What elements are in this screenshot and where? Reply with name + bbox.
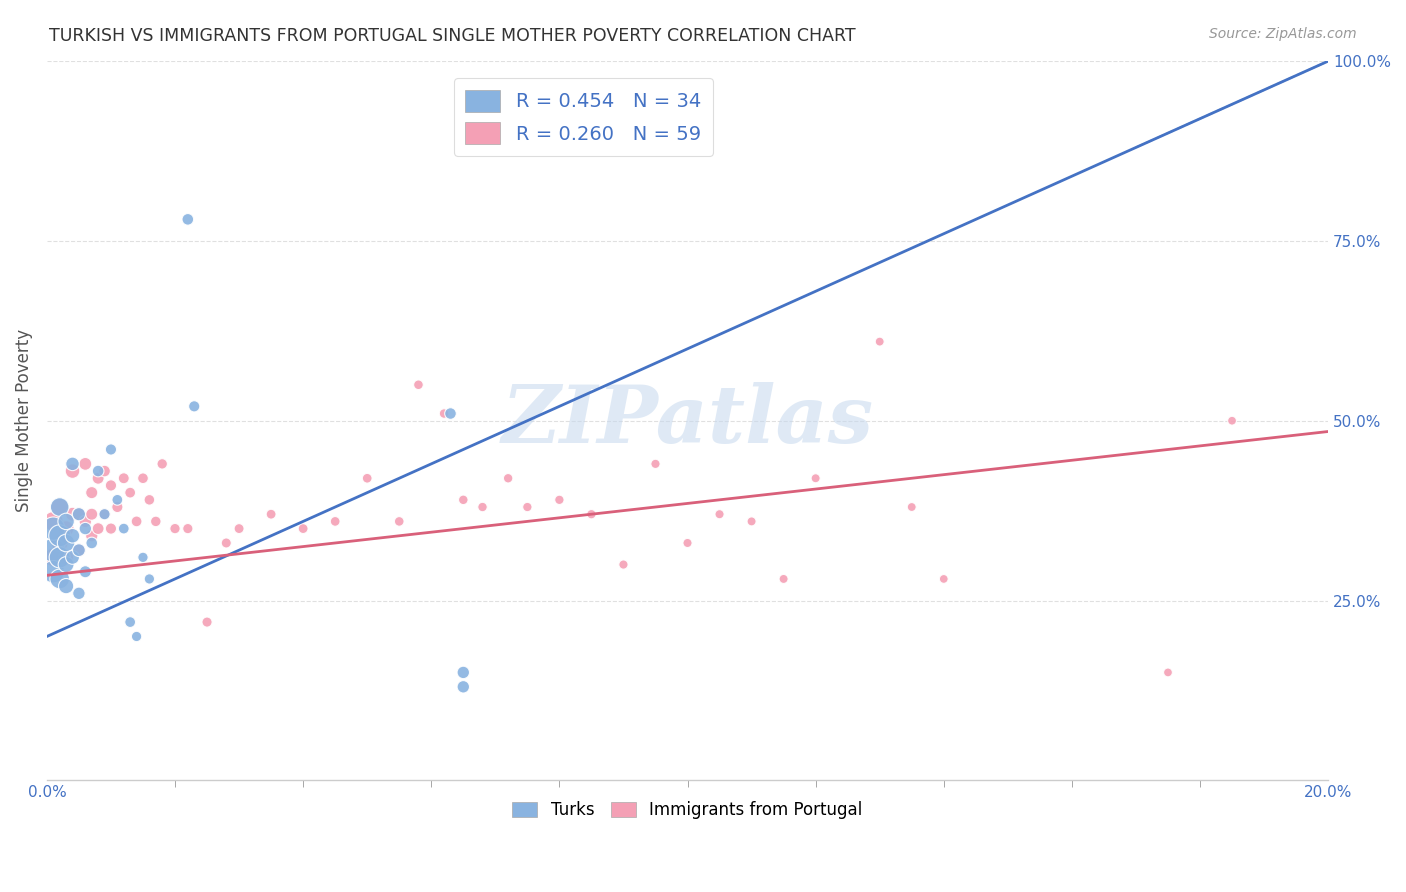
Point bbox=[741, 515, 763, 529]
Point bbox=[87, 522, 110, 536]
Point bbox=[516, 500, 538, 514]
Point bbox=[612, 558, 634, 572]
Point bbox=[100, 442, 122, 457]
Point bbox=[132, 471, 155, 485]
Point bbox=[67, 543, 90, 558]
Point bbox=[105, 492, 128, 507]
Text: Source: ZipAtlas.com: Source: ZipAtlas.com bbox=[1209, 27, 1357, 41]
Point bbox=[48, 500, 70, 514]
Point bbox=[93, 507, 115, 521]
Point bbox=[138, 492, 160, 507]
Point bbox=[215, 536, 238, 550]
Point bbox=[105, 500, 128, 514]
Point bbox=[67, 507, 90, 521]
Point bbox=[388, 515, 411, 529]
Point bbox=[581, 507, 603, 521]
Point bbox=[42, 515, 65, 529]
Text: TURKISH VS IMMIGRANTS FROM PORTUGAL SINGLE MOTHER POVERTY CORRELATION CHART: TURKISH VS IMMIGRANTS FROM PORTUGAL SING… bbox=[49, 27, 856, 45]
Point bbox=[177, 522, 200, 536]
Point bbox=[62, 529, 84, 543]
Point bbox=[55, 536, 77, 550]
Point bbox=[120, 615, 142, 629]
Point bbox=[75, 522, 97, 536]
Point bbox=[932, 572, 955, 586]
Point bbox=[100, 478, 122, 492]
Point bbox=[62, 464, 84, 478]
Point bbox=[48, 536, 70, 550]
Point bbox=[55, 515, 77, 529]
Point bbox=[163, 522, 186, 536]
Point bbox=[80, 529, 103, 543]
Point bbox=[709, 507, 731, 521]
Y-axis label: Single Mother Poverty: Single Mother Poverty bbox=[15, 329, 32, 512]
Point bbox=[177, 212, 200, 227]
Point bbox=[150, 457, 173, 471]
Point bbox=[1157, 665, 1180, 680]
Point bbox=[48, 500, 70, 514]
Point bbox=[55, 579, 77, 593]
Point bbox=[48, 572, 70, 586]
Point bbox=[356, 471, 378, 485]
Legend: Turks, Immigrants from Portugal: Turks, Immigrants from Portugal bbox=[506, 795, 869, 826]
Point bbox=[67, 507, 90, 521]
Point bbox=[42, 543, 65, 558]
Point bbox=[80, 485, 103, 500]
Point bbox=[80, 536, 103, 550]
Point bbox=[42, 550, 65, 565]
Point bbox=[93, 464, 115, 478]
Point bbox=[75, 457, 97, 471]
Point bbox=[183, 400, 205, 414]
Point bbox=[453, 680, 475, 694]
Point bbox=[195, 615, 218, 629]
Point bbox=[67, 543, 90, 558]
Point bbox=[55, 550, 77, 565]
Point bbox=[453, 665, 475, 680]
Point bbox=[804, 471, 827, 485]
Point bbox=[55, 558, 77, 572]
Point bbox=[676, 536, 699, 550]
Point bbox=[112, 522, 135, 536]
Point bbox=[42, 522, 65, 536]
Point bbox=[138, 572, 160, 586]
Point bbox=[75, 565, 97, 579]
Point bbox=[471, 500, 494, 514]
Point bbox=[772, 572, 794, 586]
Point bbox=[67, 586, 90, 600]
Point bbox=[869, 334, 891, 349]
Point bbox=[496, 471, 519, 485]
Point bbox=[62, 507, 84, 521]
Point bbox=[48, 550, 70, 565]
Point bbox=[120, 485, 142, 500]
Point bbox=[132, 550, 155, 565]
Point bbox=[62, 457, 84, 471]
Point bbox=[644, 457, 666, 471]
Point bbox=[125, 515, 148, 529]
Point bbox=[87, 471, 110, 485]
Point bbox=[87, 464, 110, 478]
Point bbox=[1220, 414, 1243, 428]
Point bbox=[48, 529, 70, 543]
Point bbox=[80, 507, 103, 521]
Point bbox=[433, 407, 456, 421]
Point bbox=[292, 522, 315, 536]
Point bbox=[323, 515, 346, 529]
Point bbox=[125, 630, 148, 644]
Point bbox=[900, 500, 922, 514]
Text: ZIPatlas: ZIPatlas bbox=[502, 382, 873, 459]
Point bbox=[548, 492, 571, 507]
Point bbox=[145, 515, 167, 529]
Point bbox=[408, 377, 430, 392]
Point bbox=[100, 522, 122, 536]
Point bbox=[93, 507, 115, 521]
Point bbox=[62, 550, 84, 565]
Point bbox=[439, 407, 461, 421]
Point bbox=[112, 471, 135, 485]
Point bbox=[228, 522, 250, 536]
Point bbox=[453, 492, 475, 507]
Point bbox=[75, 515, 97, 529]
Point bbox=[42, 565, 65, 579]
Point bbox=[55, 522, 77, 536]
Point bbox=[260, 507, 283, 521]
